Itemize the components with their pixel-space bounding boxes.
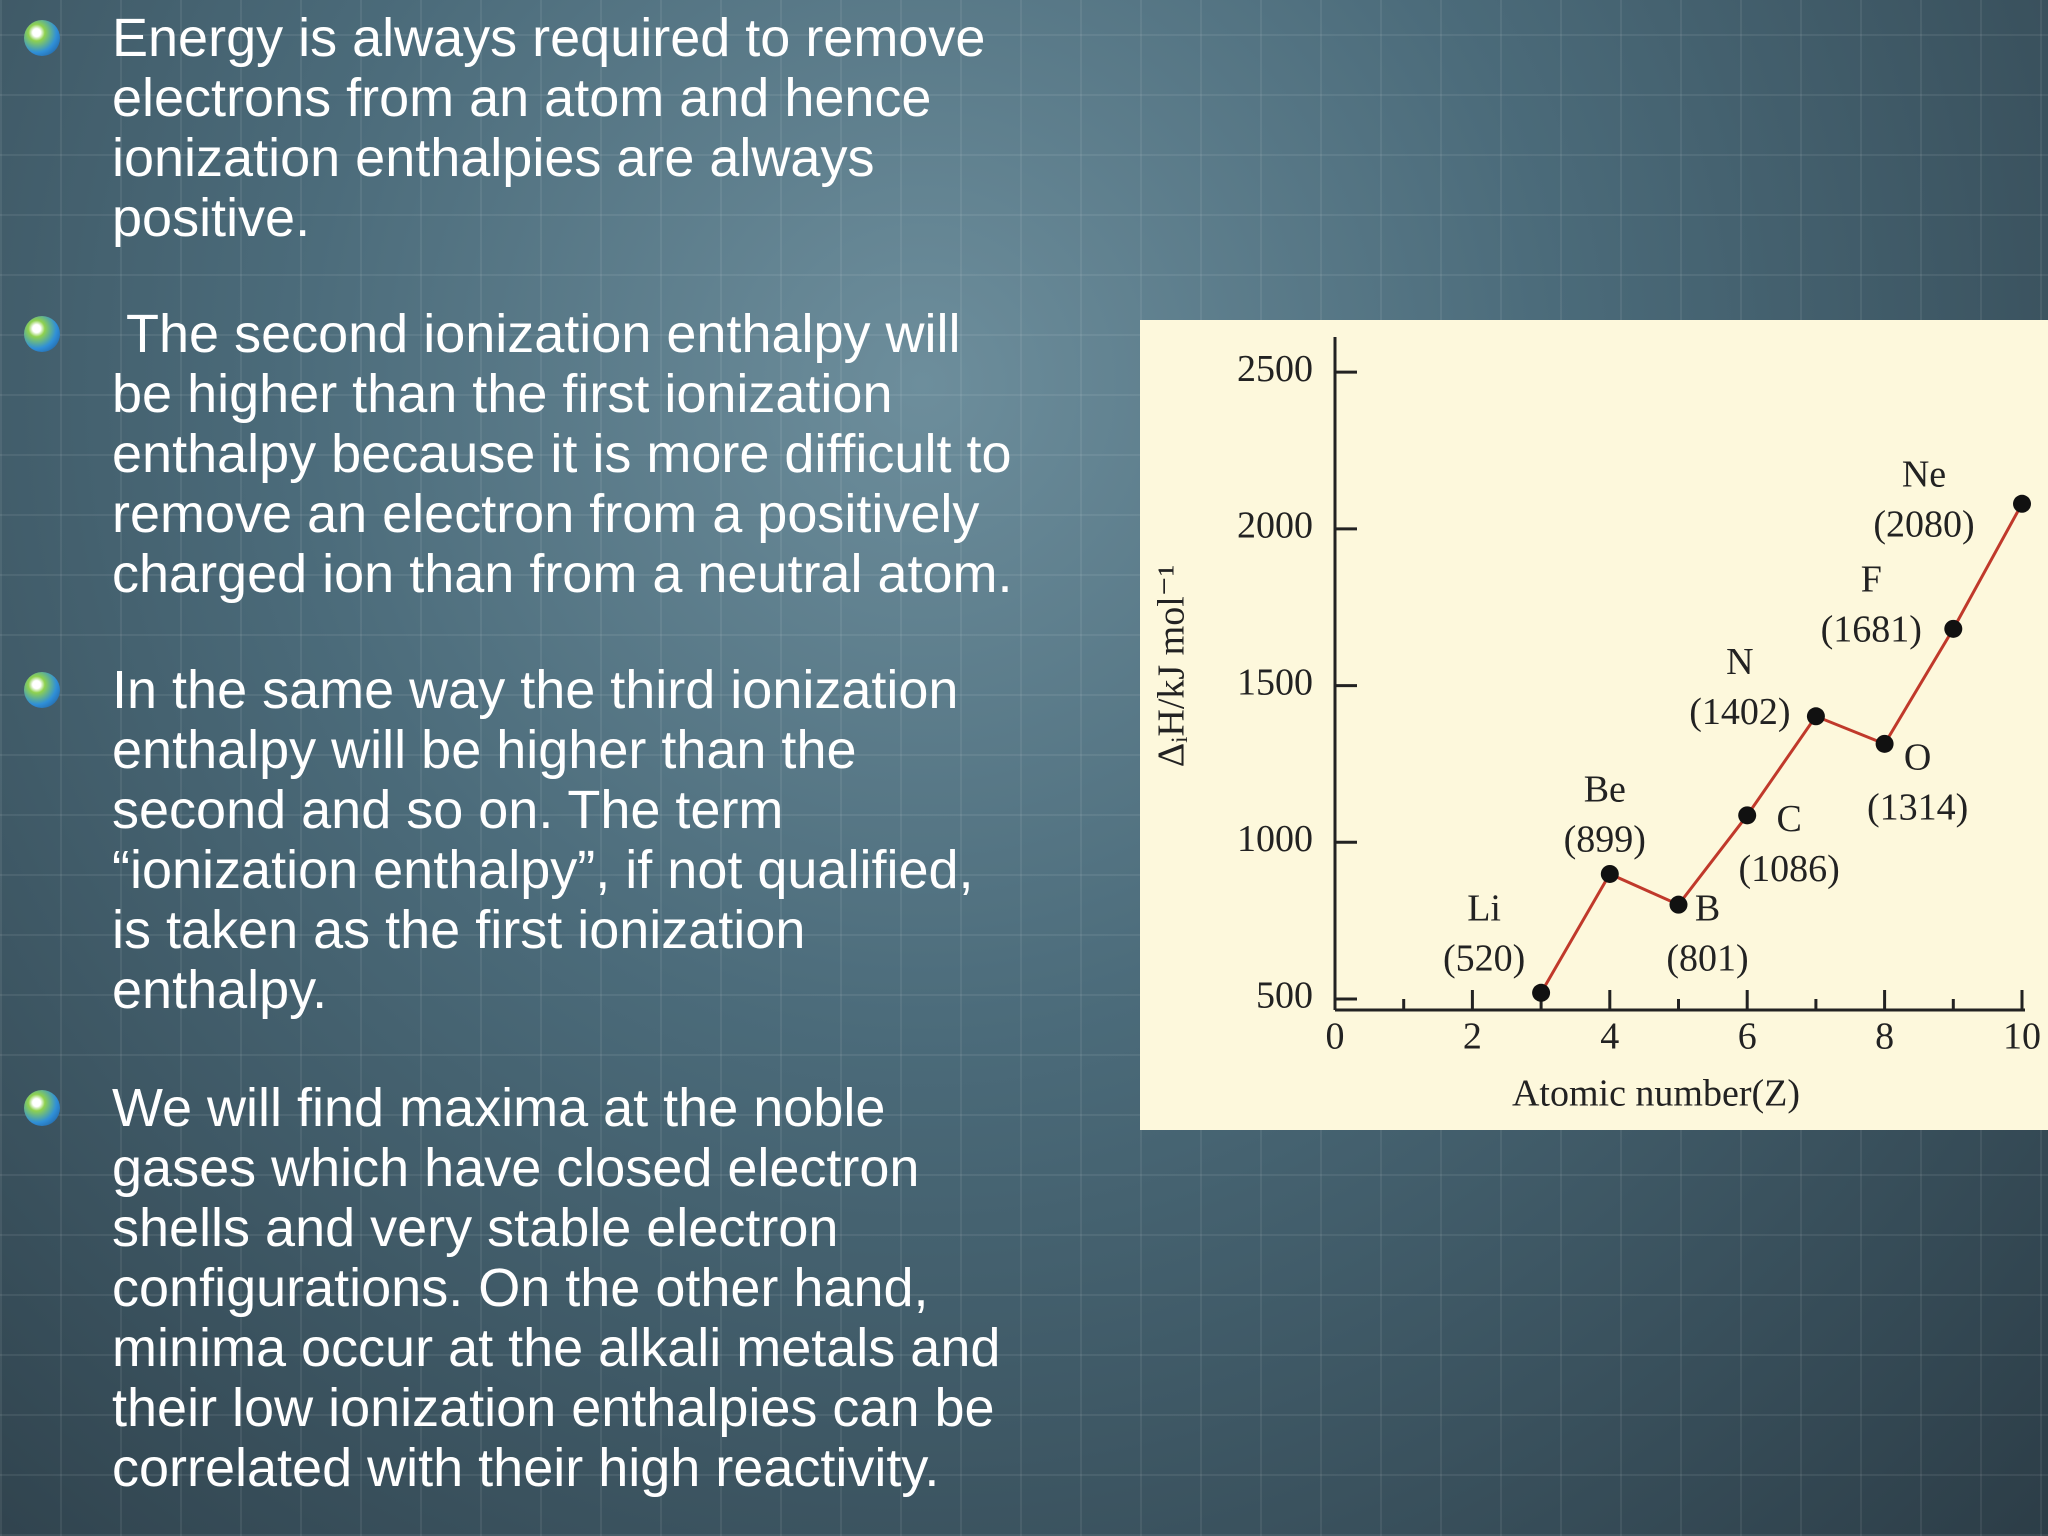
- bullet-icon: [24, 20, 60, 56]
- bullet-text: be higher than the first ionization: [112, 364, 893, 424]
- y-tick-label: 1500: [1237, 661, 1313, 703]
- point-label: F: [1861, 559, 1882, 601]
- x-axis-label: Atomic number(Z): [1512, 1073, 1800, 1115]
- point-label: Be: [1584, 769, 1626, 811]
- bullet-text: configurations. On the other hand,: [112, 1258, 929, 1318]
- bullet-icon: [24, 672, 60, 708]
- point-label: Ne: [1902, 453, 1946, 495]
- data-point: [1875, 734, 1894, 753]
- x-tick-label: 10: [2003, 1016, 2041, 1058]
- bullet-text: remove an electron from a positively: [112, 484, 980, 544]
- bullet-text: In the same way the third ionization: [112, 660, 959, 720]
- y-tick-label: 1000: [1237, 818, 1313, 860]
- bullet-icon: [24, 1090, 60, 1126]
- bullet-text: charged ion than from a neutral atom.: [112, 544, 1013, 604]
- value-label: (1086): [1739, 848, 1840, 890]
- point-label: C: [1777, 798, 1802, 840]
- x-tick-label: 0: [1326, 1016, 1345, 1058]
- value-label: (2080): [1873, 503, 1974, 545]
- bullet-text: We will find maxima at the noble: [112, 1078, 886, 1138]
- y-tick-label: 500: [1256, 975, 1313, 1017]
- bullet-text: enthalpy because it is more difficult to: [112, 424, 1012, 484]
- bullet-text: gases which have closed electron: [112, 1138, 920, 1198]
- value-label: (520): [1443, 937, 1525, 979]
- x-tick-label: 2: [1463, 1016, 1482, 1058]
- y-tick-label: 2500: [1237, 348, 1313, 390]
- data-line: [1539, 503, 2024, 994]
- value-label: (801): [1666, 937, 1748, 979]
- point-label: O: [1904, 737, 1931, 779]
- bullet-text: positive.: [112, 188, 311, 248]
- point-label: B: [1695, 887, 1720, 929]
- value-label: (1314): [1867, 787, 1968, 829]
- point-label: N: [1726, 641, 1753, 683]
- data-point: [1532, 983, 1551, 1002]
- x-tick-label: 6: [1738, 1016, 1757, 1058]
- data-point: [2013, 494, 2031, 513]
- bullet-icon: [24, 316, 60, 352]
- point-label: Li: [1467, 887, 1501, 929]
- bullet-text: second and so on. The term: [112, 780, 784, 840]
- value-label: (1681): [1821, 609, 1922, 651]
- bullet-text: “ionization enthalpy”, if not qualified,: [112, 840, 974, 900]
- data-point: [1944, 619, 1963, 638]
- bullet-text: Energy is always required to remove: [112, 8, 986, 68]
- bullet-text: their low ionization enthalpies can be: [112, 1378, 995, 1438]
- value-label: (899): [1564, 819, 1646, 861]
- bullet-text: minima occur at the alkali metals and: [112, 1318, 1001, 1378]
- data-point: [1669, 895, 1688, 914]
- x-tick-label: 8: [1875, 1016, 1894, 1058]
- bullet-text: The second ionization enthalpy will: [112, 304, 961, 364]
- y-axis-label: ΔᵢH/kJ mol⁻¹: [1151, 565, 1193, 768]
- bullet-text: electrons from an atom and hence: [112, 68, 932, 128]
- data-point: [1806, 707, 1825, 726]
- data-point: [1738, 806, 1757, 825]
- bullet-text: shells and very stable electron: [112, 1198, 839, 1258]
- data-point: [1600, 864, 1619, 883]
- bullet-text: enthalpy will be higher than the: [112, 720, 857, 780]
- x-tick-label: 4: [1600, 1016, 1619, 1058]
- value-label: (1402): [1689, 691, 1790, 733]
- y-tick-label: 2000: [1237, 505, 1313, 547]
- bullet-text: enthalpy.: [112, 960, 328, 1020]
- bullet-text: is taken as the first ionization: [112, 900, 806, 960]
- bullet-text: ionization enthalpies are always: [112, 128, 875, 188]
- bullet-text: correlated with their high reactivity.: [112, 1438, 940, 1498]
